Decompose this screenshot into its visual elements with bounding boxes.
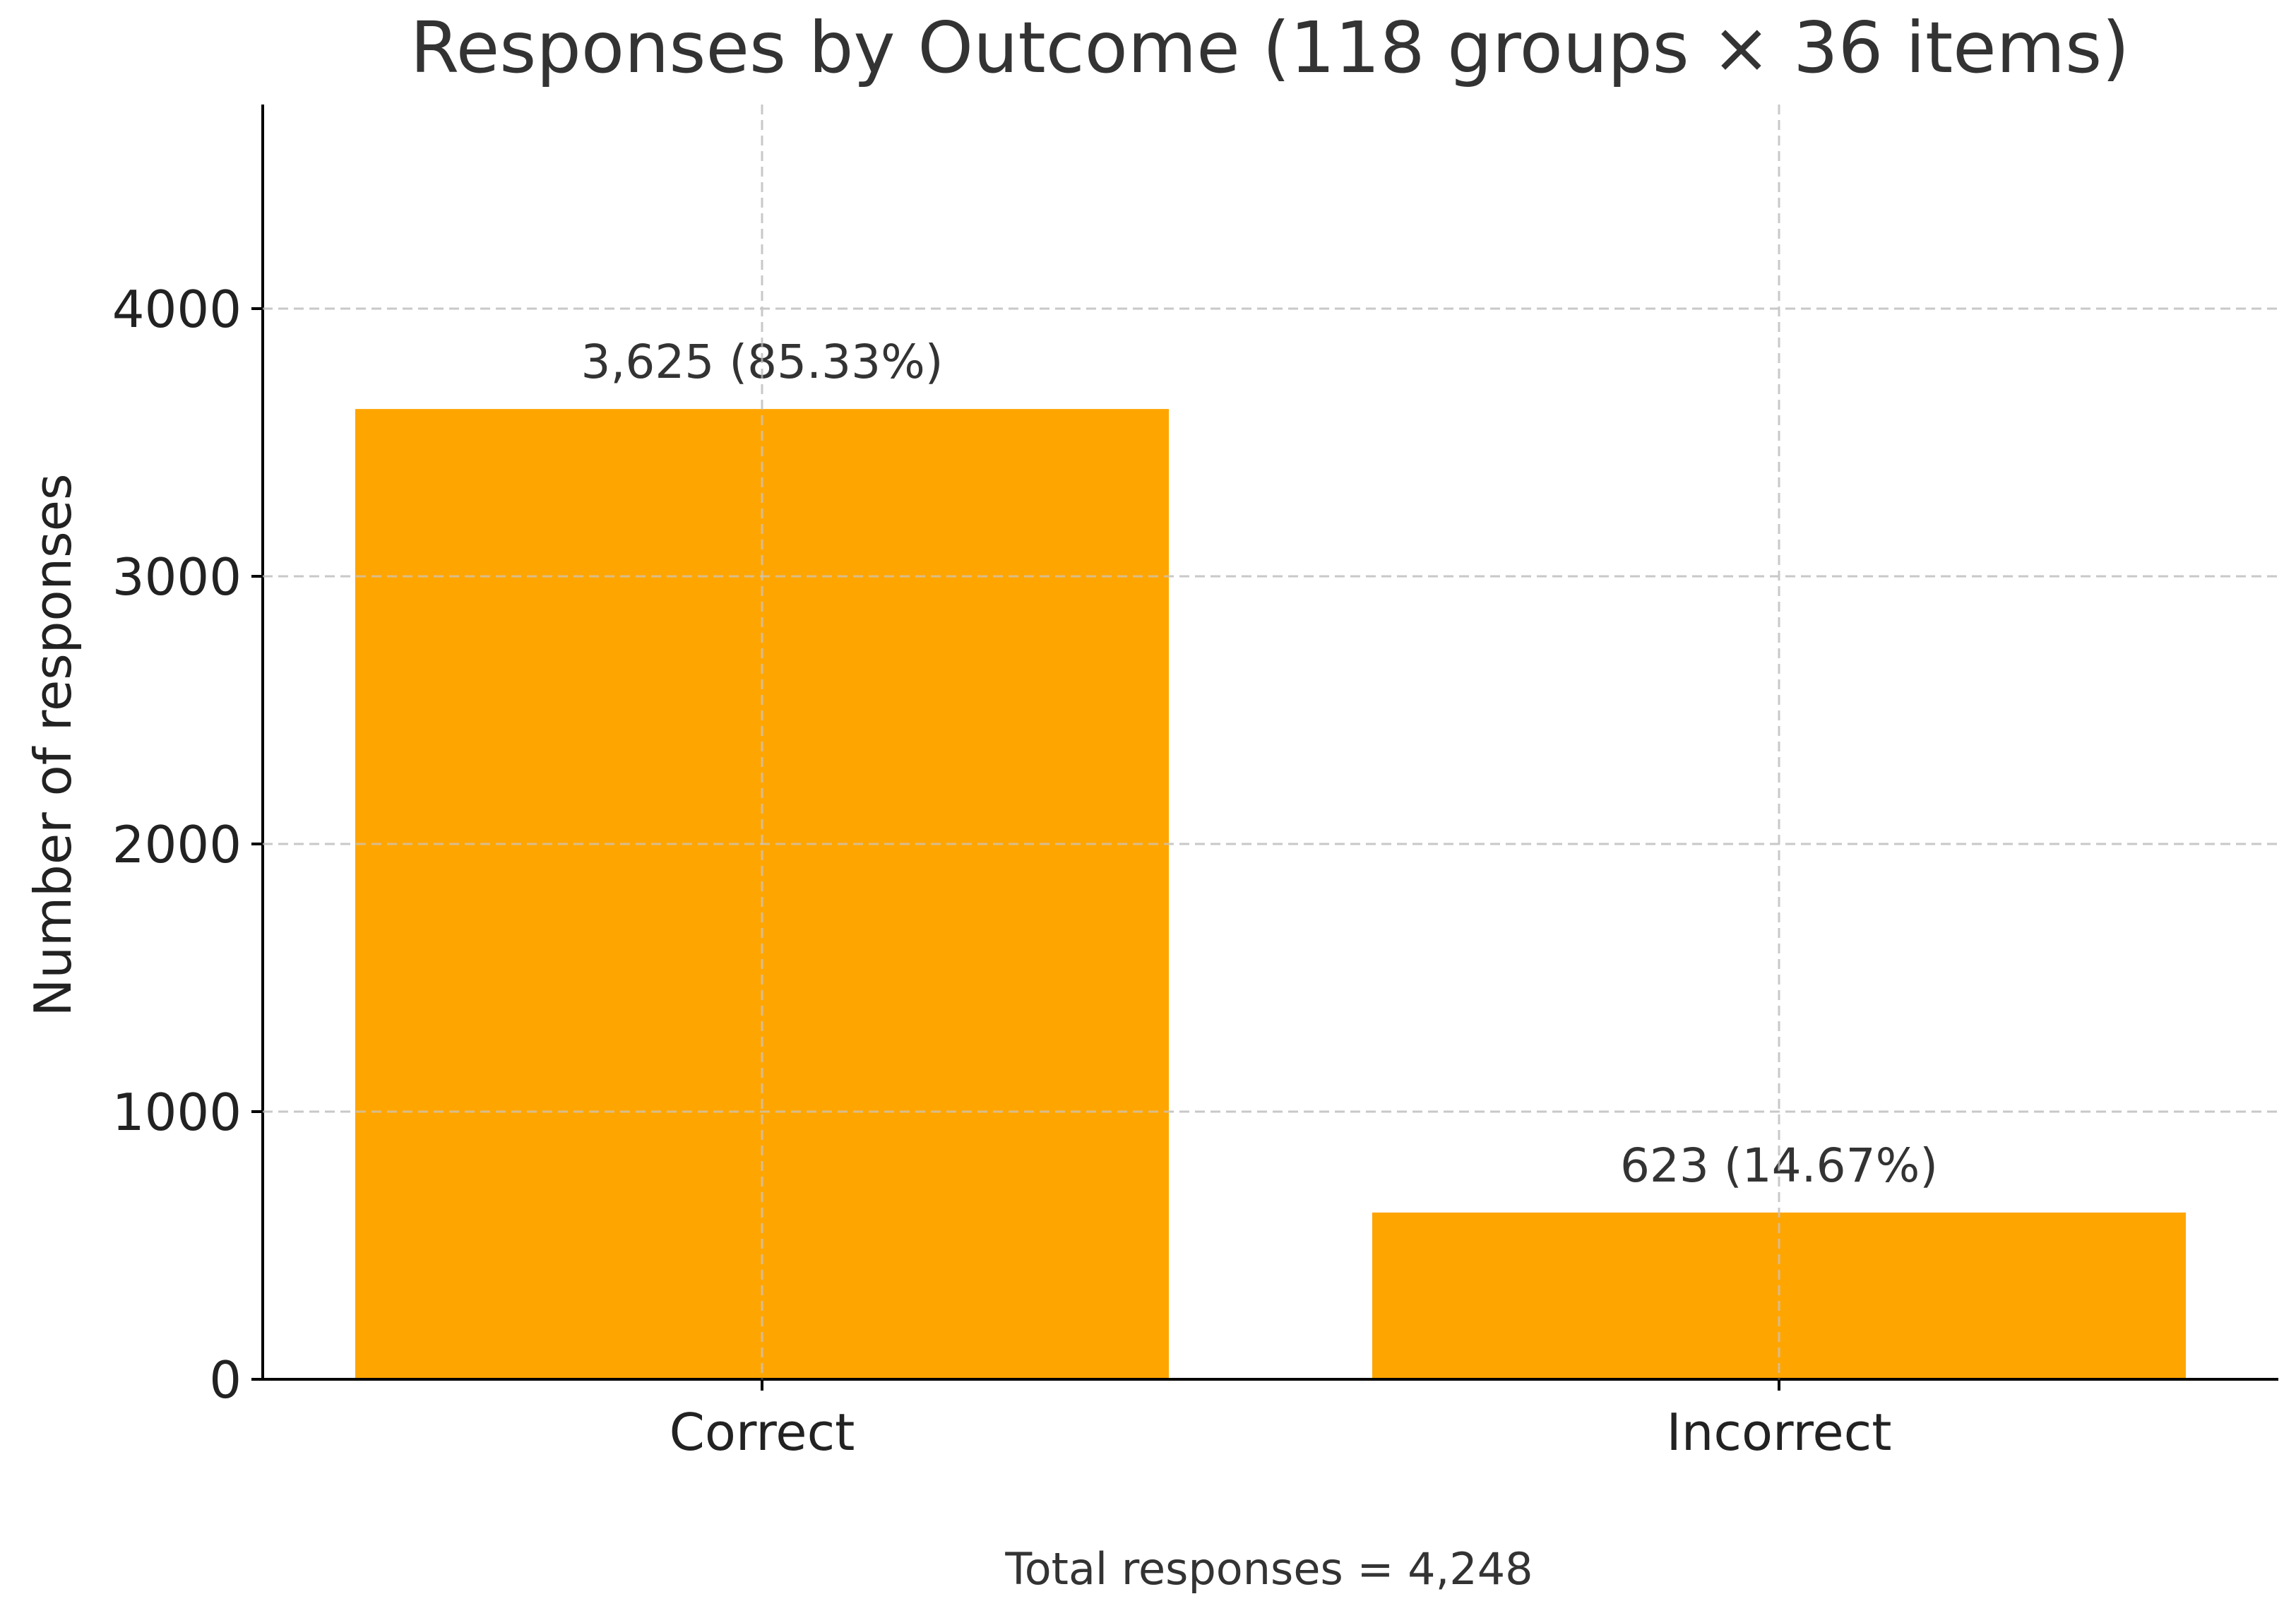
data-labels: 3,625 (85.33%)623 (14.67%) [263, 105, 2278, 1379]
y-tick-label: 1000 [112, 1083, 242, 1142]
x-ticks: Correct Incorrect [670, 1379, 1892, 1462]
y-tick-label: 4000 [112, 280, 242, 339]
y-tick-label: 2000 [112, 815, 242, 874]
total-responses-note: Total responses = 4,248 [1004, 1543, 1533, 1595]
x-tick-label-incorrect: Incorrect [1667, 1403, 1892, 1462]
bar-correct [355, 409, 1169, 1379]
y-axis-label: Number of responses [23, 474, 83, 1017]
y-tick-label: 3000 [112, 547, 242, 607]
x-tick-label-correct: Correct [670, 1403, 855, 1462]
axes [261, 105, 2278, 1381]
bars [355, 409, 2186, 1379]
chart-title: Responses by Outcome (118 groups × 36 it… [410, 6, 2129, 89]
y-ticks: 0 1000 2000 3000 4000 [112, 280, 263, 1410]
y-tick-label: 0 [209, 1350, 242, 1410]
